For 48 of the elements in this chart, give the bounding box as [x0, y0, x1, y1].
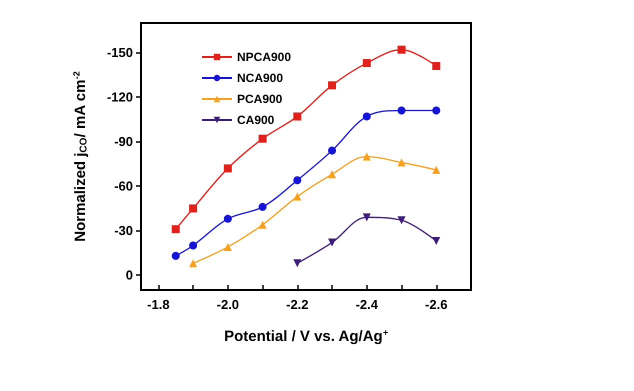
point: [362, 152, 371, 160]
point: [189, 204, 198, 212]
point: [258, 202, 267, 211]
point: [224, 214, 232, 223]
point: [362, 112, 371, 120]
point: [224, 242, 232, 251]
point: [172, 252, 180, 260]
point: [189, 259, 198, 268]
y-tick-label: -90: [114, 134, 133, 150]
point: [432, 62, 440, 70]
x-tick-label: -2.4: [356, 297, 379, 312]
x-axis-title: Potential / V vs. Ag/Ag+: [224, 328, 388, 345]
point: [432, 166, 440, 174]
point: [362, 213, 371, 222]
point: [432, 106, 440, 115]
x-tick-label: -2.6: [425, 297, 448, 312]
legend-label: NCA900: [237, 71, 284, 85]
y-tick-label: -150: [106, 45, 133, 60]
point: [224, 164, 232, 172]
point: [293, 259, 302, 268]
point: [172, 225, 180, 234]
y-tick-label: -60: [114, 178, 133, 194]
x-tick-label: -2.2: [286, 297, 309, 312]
point: [293, 176, 302, 184]
point: [398, 158, 406, 166]
point: [398, 216, 406, 224]
point: [328, 146, 336, 155]
point: [189, 242, 198, 250]
legend-label: CA900: [237, 113, 275, 127]
legend-label: PCA900: [237, 92, 283, 106]
point: [293, 112, 302, 120]
point: [432, 237, 440, 246]
y-tick-label: -30: [114, 223, 133, 238]
legend-label: NPCA900: [237, 50, 292, 64]
point: [258, 220, 267, 229]
point: [362, 59, 371, 68]
point: [258, 134, 267, 143]
point: [398, 106, 406, 115]
y-axis-title: Normalized jCO/ mA cm-2: [72, 71, 90, 242]
point: [328, 238, 336, 247]
x-tick-label: -1.8: [147, 297, 170, 312]
y-tick-label: 0: [126, 268, 133, 283]
point: [328, 170, 336, 178]
point: [328, 81, 336, 90]
point: [398, 46, 406, 54]
y-tick-label: -120: [106, 90, 133, 105]
x-tick-label: -2.0: [216, 297, 240, 312]
point: [293, 192, 302, 201]
